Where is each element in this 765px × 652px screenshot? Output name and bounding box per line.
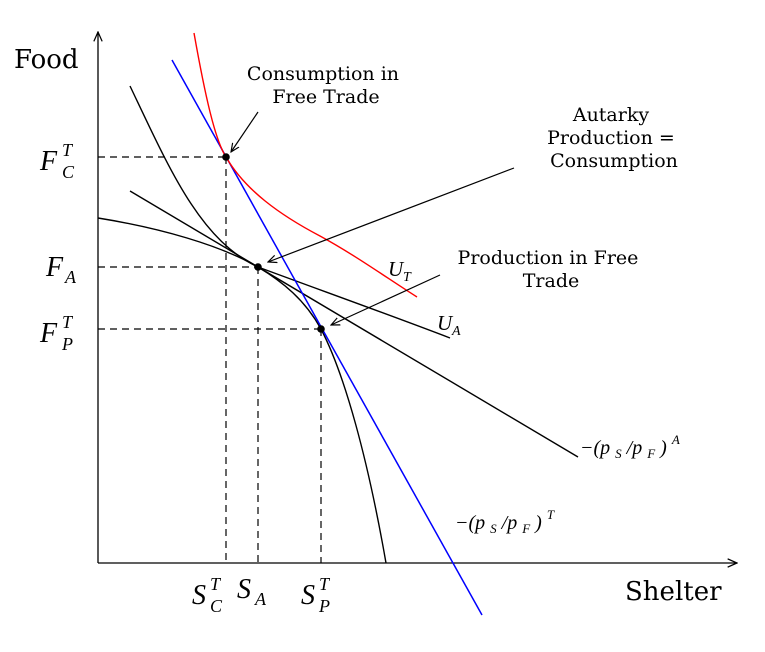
ppf-curve — [97, 217, 387, 564]
autarky-price-line — [129, 190, 579, 458]
trade-price-line — [171, 59, 483, 616]
label-shelter-production-trade: S T P — [301, 566, 336, 616]
indifference-curve-ut — [193, 32, 418, 298]
annotation-consumption-free-trade: Consumption in Free Trade — [247, 63, 405, 108]
label-shelter-autarky: S A — [237, 574, 267, 609]
point-autarky — [254, 263, 262, 271]
label-price-trade: −(p S /p F ) T — [455, 507, 555, 538]
x-axis-label: Shelter — [625, 577, 722, 607]
y-axis-label: Food — [14, 45, 79, 75]
label-price-autarky: −(p S /p F ) A — [580, 432, 680, 463]
point-consumption-free-trade — [222, 153, 230, 161]
label-food-autarky: F A — [45, 252, 77, 287]
dashed-guides — [98, 156, 322, 563]
annotation-production-free-trade: Production in Free Trade — [458, 247, 645, 292]
arrow-consumption-free-trade — [231, 111, 259, 152]
annotation-autarky: Autarky Production = Consumption — [547, 104, 681, 172]
label-food-production-trade: F T P — [39, 304, 79, 354]
label-food-consumption-trade: F T C — [39, 132, 79, 182]
label-shelter-consumption-trade: S T C — [192, 566, 227, 616]
arrow-autarky — [268, 167, 515, 262]
indifference-curve-ua — [129, 85, 451, 339]
arrow-production-free-trade — [331, 274, 441, 325]
point-production-free-trade — [317, 325, 325, 333]
label-ua: U A — [437, 311, 461, 339]
label-ut: U T — [388, 257, 412, 285]
